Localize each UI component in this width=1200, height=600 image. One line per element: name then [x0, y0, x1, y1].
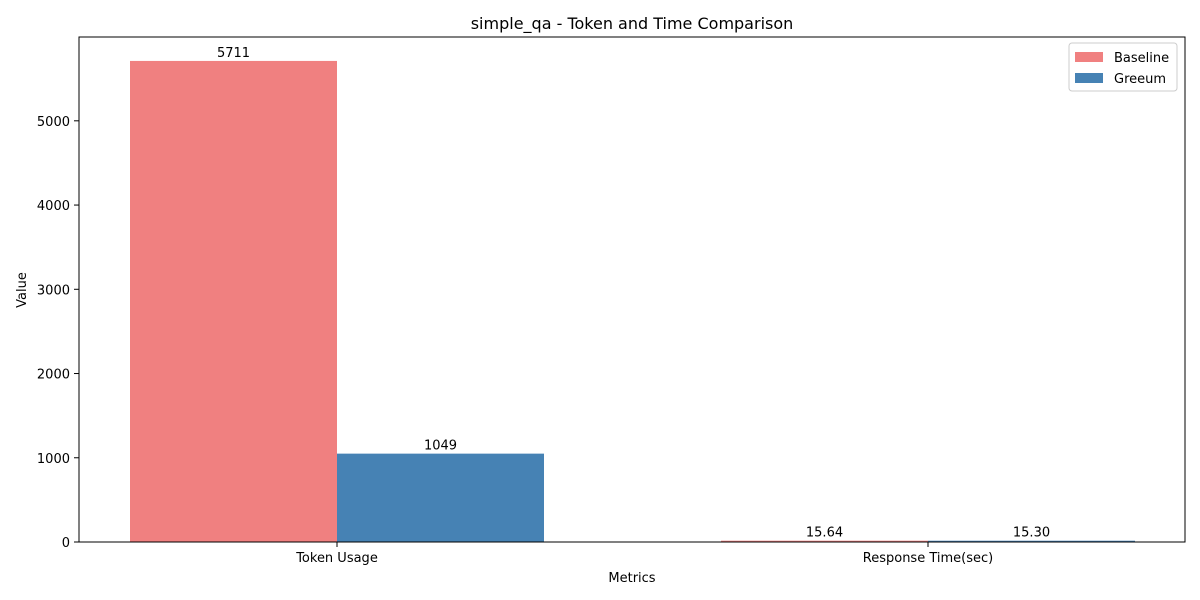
y-axis-label: Value [15, 272, 30, 308]
data-label-greeum-1: 15.30 [1013, 526, 1050, 541]
y-tick-label-1: 1000 [37, 452, 70, 467]
bars-layer: 5711 15.64 1049 15.30 [130, 46, 1135, 542]
legend-label-greeum: Greeum [1114, 72, 1166, 87]
y-axis: 0 1000 2000 3000 4000 5000 [37, 115, 79, 551]
chart-title: simple_qa - Token and Time Comparison [471, 14, 794, 34]
x-axis: Token Usage Response Time(sec) [295, 542, 993, 566]
bar-greeum-1 [928, 540, 1135, 542]
legend-swatch-greeum [1075, 73, 1103, 83]
y-tick-label-4: 4000 [37, 199, 70, 214]
bar-baseline-0 [130, 60, 337, 542]
x-tick-label-0: Token Usage [295, 551, 378, 566]
data-label-greeum-0: 1049 [424, 439, 457, 454]
legend: Baseline Greeum [1068, 42, 1178, 92]
y-tick-label-0: 0 [62, 536, 70, 551]
x-tick-label-1: Response Time(sec) [863, 551, 993, 566]
data-label-baseline-1: 15.64 [806, 526, 843, 541]
y-tick-label-5: 5000 [37, 115, 70, 130]
legend-swatch-baseline [1075, 52, 1103, 62]
bar-baseline-1 [721, 540, 928, 542]
y-tick-label-2: 2000 [37, 368, 70, 383]
x-axis-label: Metrics [608, 571, 655, 586]
plot-frame [78, 36, 1186, 543]
bar-greeum-0 [337, 453, 544, 542]
y-tick-label-3: 3000 [37, 283, 70, 298]
data-label-baseline-0: 5711 [217, 46, 250, 61]
legend-label-baseline: Baseline [1114, 51, 1169, 66]
